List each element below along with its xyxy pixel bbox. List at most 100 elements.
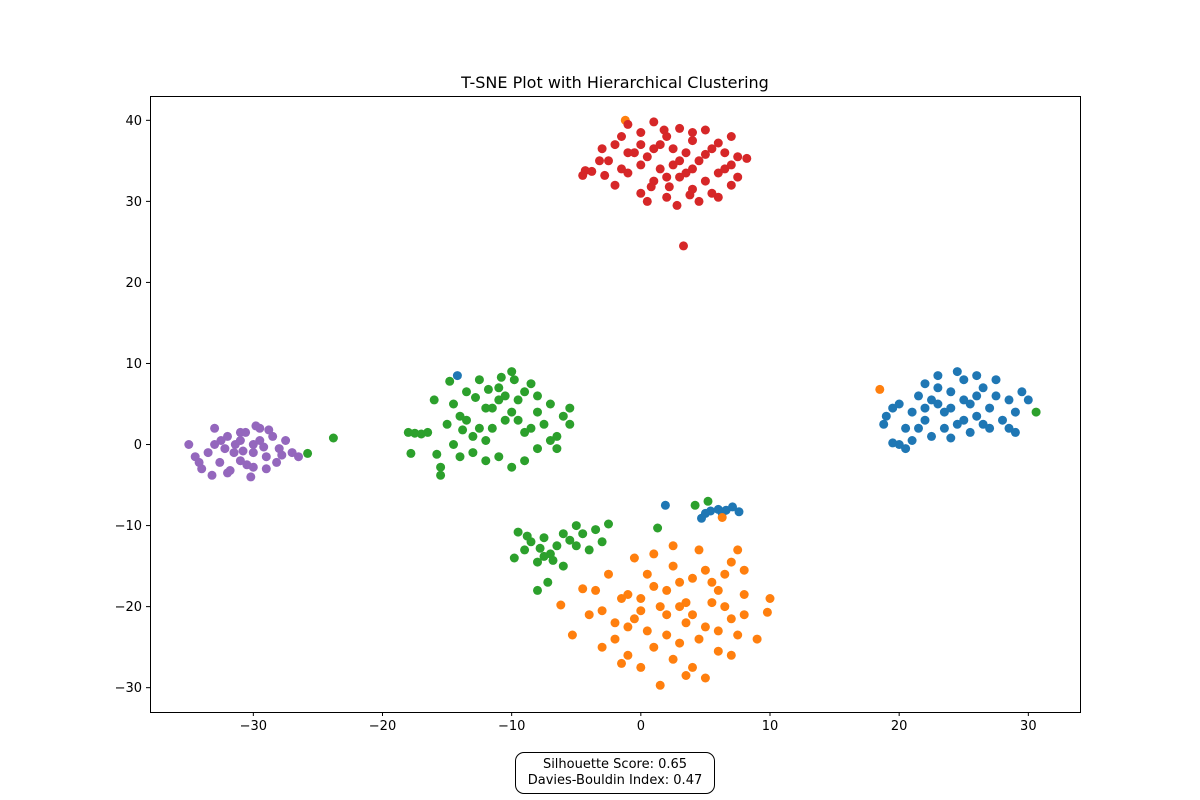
- data-point-series-2-74: [533, 585, 542, 595]
- data-point-series-0-30: [920, 379, 930, 389]
- data-point-series-3-57: [617, 132, 626, 141]
- data-point-series-3-63: [646, 182, 656, 192]
- y-tick-label: −20: [115, 600, 142, 615]
- data-point-series-0-3: [901, 423, 911, 433]
- data-point-series-2-18: [487, 423, 497, 433]
- data-point-series-3-30: [675, 172, 685, 182]
- data-point-series-0-40: [946, 403, 956, 413]
- data-point-series-0-1: [888, 403, 898, 413]
- data-point-series-2-8: [436, 462, 446, 472]
- data-point-series-2-15: [468, 431, 478, 441]
- data-point-series-2-13: [455, 411, 465, 421]
- data-point-series-1-40: [713, 626, 723, 636]
- data-point-series-2-40: [552, 444, 562, 454]
- data-point-series-1-28: [733, 630, 743, 640]
- data-point-series-0-28: [952, 367, 962, 377]
- data-point-series-2-11: [442, 419, 452, 429]
- data-point-series-1-25: [713, 646, 723, 656]
- chart-title: T-SNE Plot with Hierarchical Clustering: [460, 73, 769, 92]
- data-point-series-4-28: [194, 457, 204, 467]
- data-point-series-0-56: [700, 508, 710, 518]
- data-point-series-1-47: [681, 618, 691, 628]
- data-point-series-0-17: [991, 391, 1001, 401]
- data-point-series-4-21: [261, 464, 271, 474]
- data-point-series-3-12: [617, 164, 626, 174]
- data-point-series-1-18: [668, 561, 678, 571]
- data-point-series-1-29: [739, 590, 749, 599]
- data-point-series-0-27: [972, 371, 982, 381]
- data-point-series-3-10: [597, 144, 607, 154]
- data-point-series-3-60: [720, 148, 730, 158]
- data-point-series-3-13: [629, 148, 639, 158]
- data-point-series-1-27: [726, 557, 736, 567]
- data-point-series-2-52: [533, 391, 542, 401]
- data-point-series-0-2: [894, 399, 904, 409]
- y-tick-label: 30: [125, 195, 142, 210]
- data-point-series-3-1: [636, 128, 646, 137]
- data-point-series-0-39: [914, 423, 923, 433]
- data-point-series-2-36: [507, 462, 517, 472]
- data-point-series-1-12: [629, 553, 639, 563]
- data-point-series-0-9: [939, 407, 949, 417]
- data-point-series-0-36: [939, 423, 949, 433]
- data-point-series-3-53: [662, 172, 672, 182]
- data-point-series-4-29: [215, 457, 225, 467]
- data-point-series-1-60: [597, 606, 607, 616]
- data-point-series-1-44: [623, 590, 633, 599]
- data-point-series-3-9: [610, 140, 620, 150]
- y-tick-label: 10: [125, 357, 142, 372]
- data-point-series-2-73: [597, 537, 607, 547]
- data-point-series-3-56: [700, 149, 710, 159]
- data-point-series-4-15: [281, 436, 291, 445]
- data-point-series-2-2: [1031, 407, 1041, 417]
- data-point-series-4-7: [229, 448, 239, 458]
- data-point-series-4-10: [248, 440, 258, 449]
- data-point-series-2-22: [513, 395, 523, 405]
- data-point-series-0-24: [946, 433, 956, 443]
- data-point-series-1-34: [636, 662, 646, 672]
- data-point-series-3-14: [642, 152, 652, 162]
- data-point-series-3-8: [726, 132, 736, 141]
- data-point-series-2-44: [487, 403, 497, 413]
- data-point-series-4-26: [248, 448, 258, 458]
- data-point-series-1-42: [739, 610, 749, 620]
- data-point-series-4-0: [184, 440, 194, 449]
- data-point-series-2-72: [591, 525, 601, 535]
- data-point-series-2-16: [474, 375, 484, 385]
- data-point-series-2-25: [533, 407, 542, 417]
- data-point-series-1-14: [642, 626, 652, 636]
- data-point-series-0-43: [933, 399, 943, 409]
- data-point-series-0-18: [998, 415, 1007, 425]
- data-point-series-3-38: [642, 196, 652, 206]
- data-point-series-3-46: [623, 148, 633, 158]
- data-point-series-1-2: [717, 513, 727, 522]
- data-point-series-1-53: [662, 630, 672, 640]
- data-point-series-2-60: [513, 527, 523, 537]
- data-point-series-1-3: [556, 600, 566, 610]
- data-point-series-0-33: [901, 444, 911, 454]
- data-point-series-3-36: [578, 170, 588, 180]
- data-point-series-2-70: [578, 529, 588, 539]
- data-point-series-0-46: [1023, 395, 1033, 405]
- data-point-series-1-38: [688, 573, 697, 583]
- data-point-series-2-71: [584, 545, 594, 555]
- data-point-series-3-47: [688, 128, 697, 137]
- x-tick-label: 20: [891, 719, 908, 734]
- data-point-series-2-69: [571, 541, 581, 551]
- data-point-series-3-2: [649, 117, 659, 127]
- data-point-series-3-7: [713, 138, 723, 148]
- data-point-series-1-5: [584, 610, 594, 620]
- data-point-series-3-5: [688, 136, 697, 146]
- data-point-series-2-30: [565, 403, 575, 413]
- silhouette-score-text: Silhouette Score: 0.65: [542, 757, 688, 772]
- data-point-series-3-25: [610, 180, 620, 190]
- data-point-series-2-48: [481, 436, 491, 445]
- data-point-series-1-55: [636, 594, 646, 603]
- data-point-series-0-10: [946, 387, 956, 397]
- data-point-series-2-82: [690, 500, 700, 510]
- data-point-series-4-35: [259, 442, 269, 452]
- data-point-series-0-16: [985, 403, 995, 413]
- data-point-series-3-32: [700, 176, 710, 186]
- x-tick-label: −10: [498, 719, 525, 734]
